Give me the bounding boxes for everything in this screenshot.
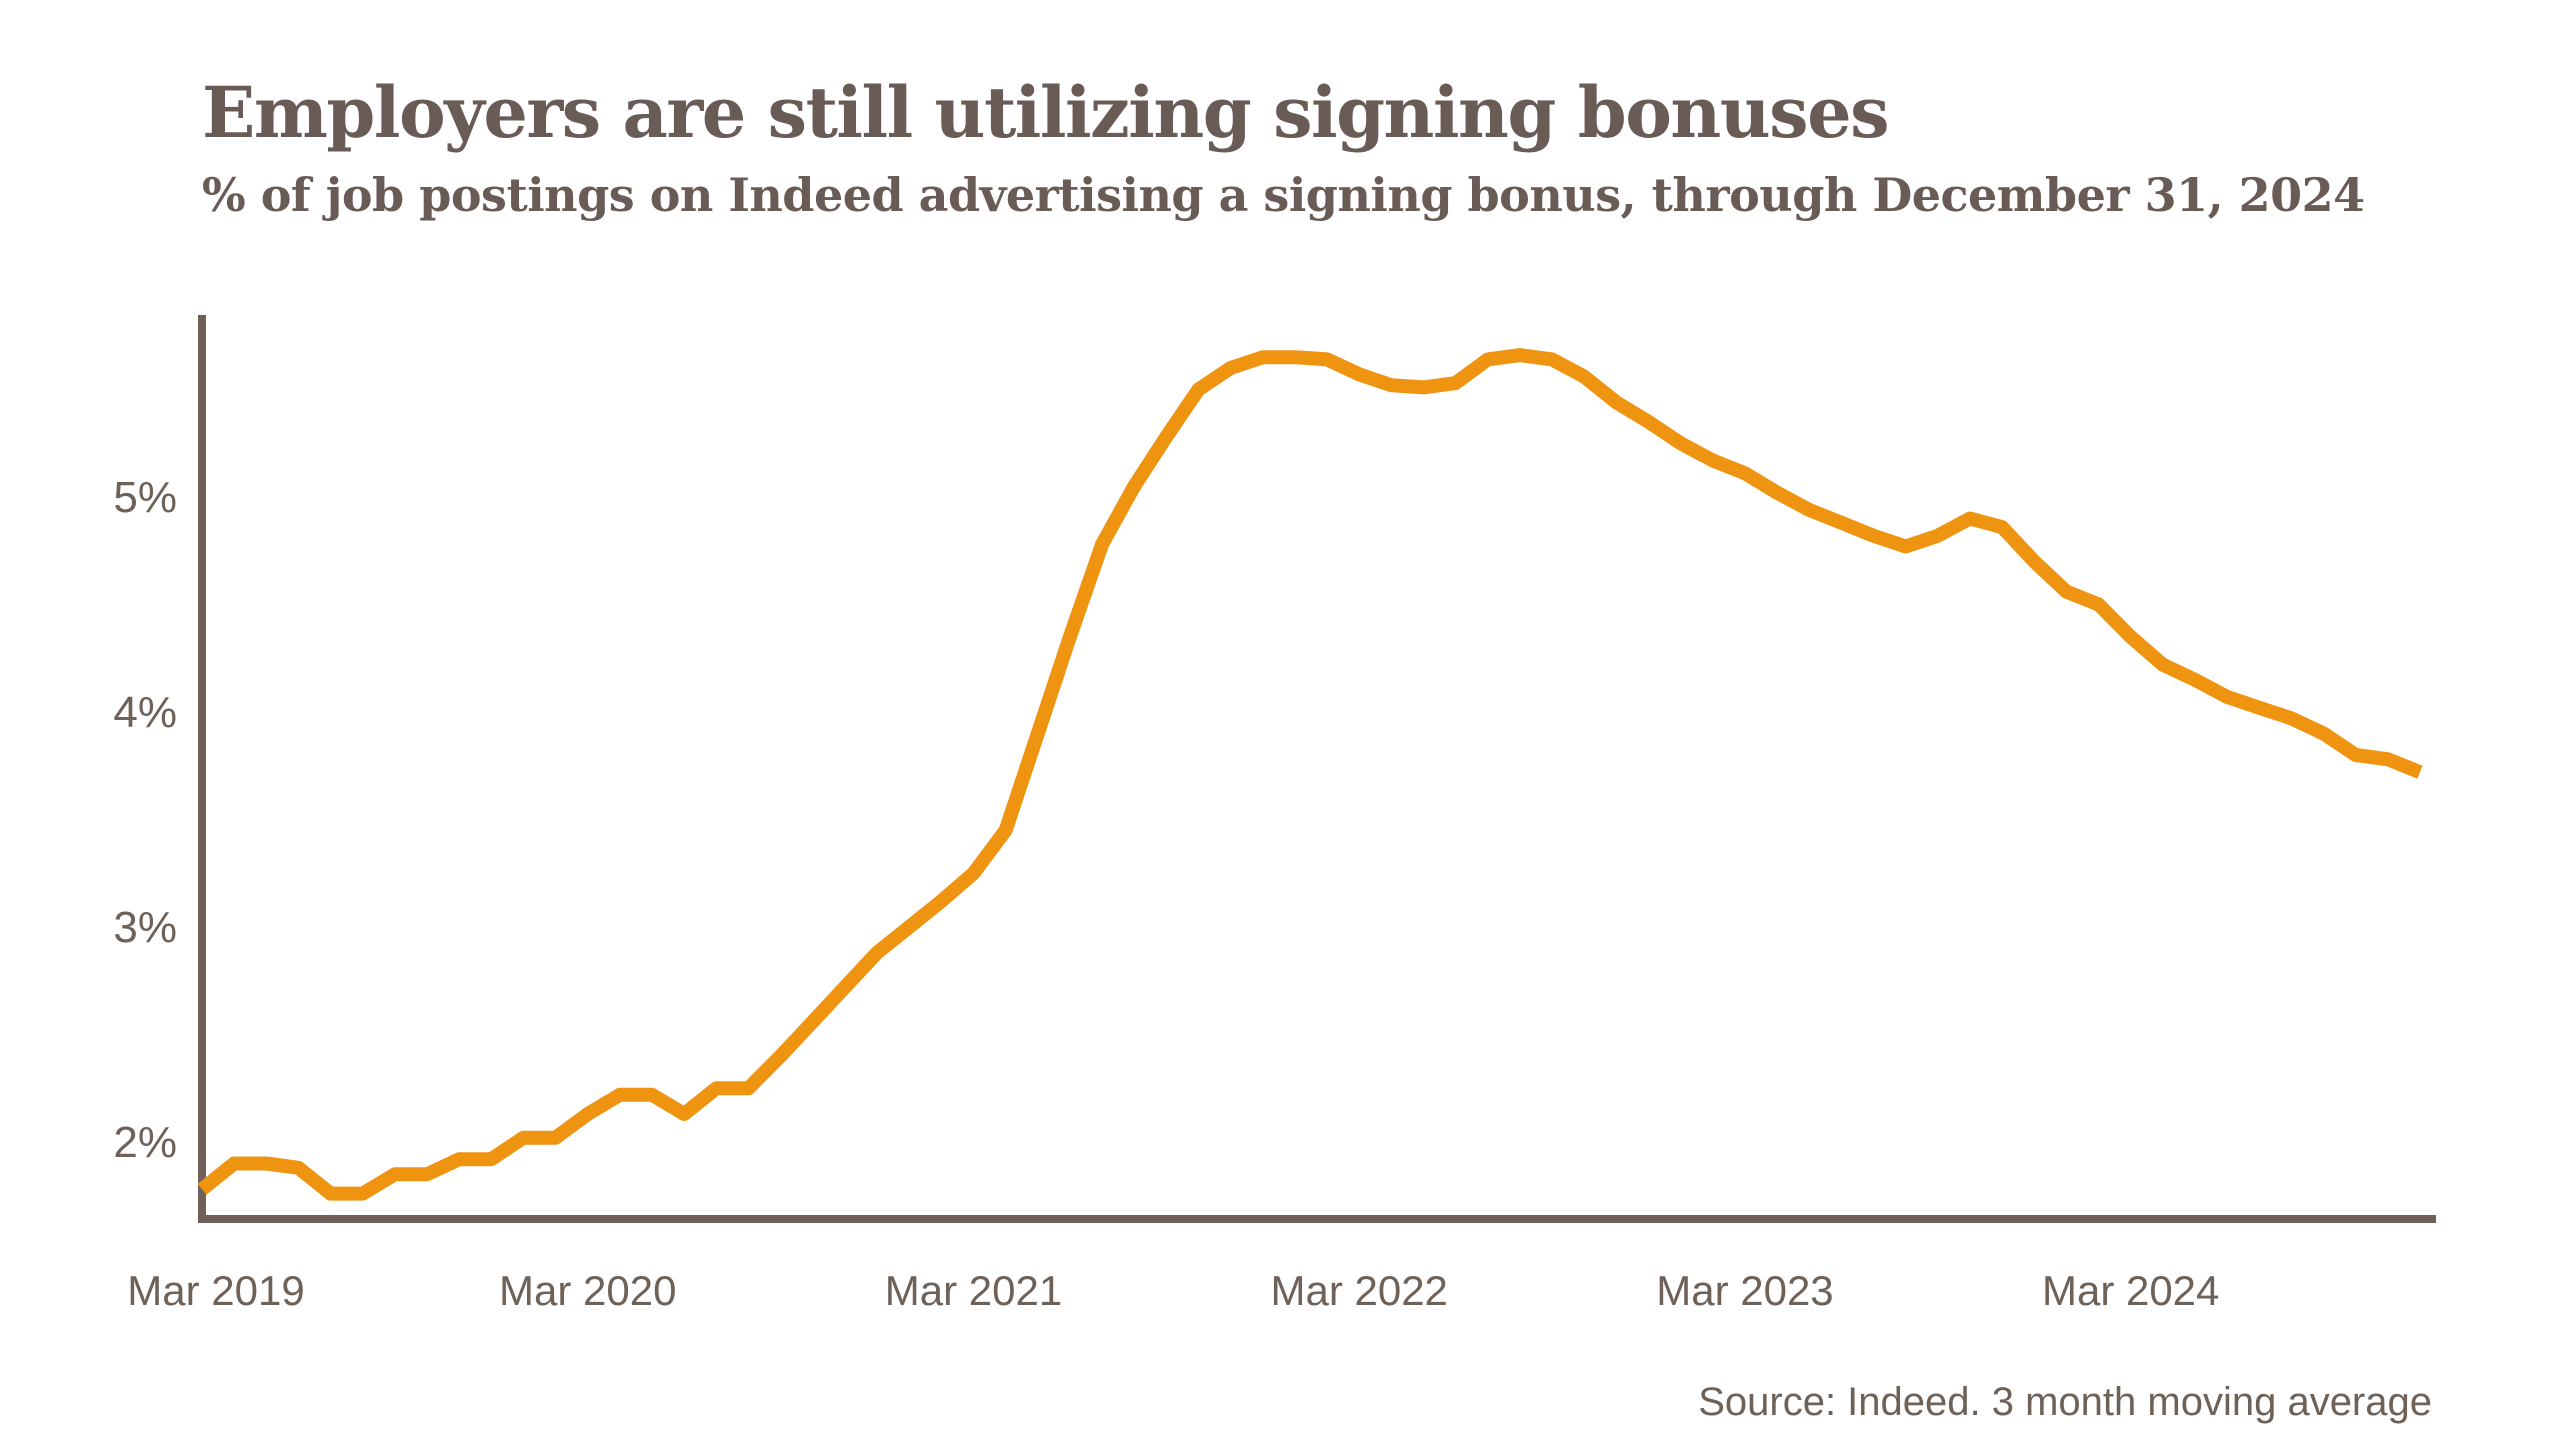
y-axis-labels: 5% 4% 3% 2% bbox=[113, 473, 177, 1167]
x-tick-label: Mar 2024 bbox=[2042, 1267, 2219, 1314]
x-axis-labels: Mar 2019 Mar 2020 Mar 2021 Mar 2022 Mar 2023… bbox=[127, 1267, 2219, 1314]
y-tick-label: 2% bbox=[113, 1118, 177, 1167]
y-tick-label: 5% bbox=[113, 473, 177, 522]
x-tick-label: Mar 2022 bbox=[1270, 1267, 1447, 1314]
chart-subtitle: % of job postings on Indeed advertising … bbox=[202, 168, 2365, 222]
y-tick-label: 4% bbox=[113, 688, 177, 737]
x-tick-label: Mar 2021 bbox=[885, 1267, 1062, 1314]
x-axis-line bbox=[198, 1215, 2436, 1223]
x-tick-label: Mar 2020 bbox=[499, 1267, 676, 1314]
signing-bonus-trend-line bbox=[197, 348, 2423, 1201]
x-tick-label: Mar 2023 bbox=[1656, 1267, 1833, 1314]
y-tick-label: 3% bbox=[113, 903, 177, 952]
x-tick-label: Mar 2019 bbox=[127, 1267, 304, 1314]
source-note: Source: Indeed. 3 month moving average bbox=[1698, 1380, 2432, 1424]
chart-title: Employers are still utilizing signing bo… bbox=[202, 71, 1890, 154]
y-axis-line bbox=[198, 315, 206, 1223]
